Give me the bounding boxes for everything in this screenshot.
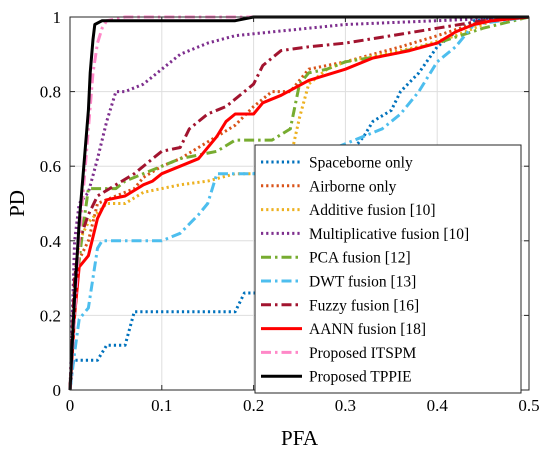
- series-line-spaceborne-only: [68, 15, 530, 391]
- legend-label-proposed-itspm: Proposed ITSPM: [309, 345, 416, 362]
- x-tick-label: 0.3: [335, 396, 356, 415]
- series-line-multiplicative-fusion-10: [68, 15, 530, 391]
- legend-label-multiplicative-fusion-10: Multiplicative fusion [10]: [309, 226, 469, 243]
- y-tick-label: 1: [53, 8, 62, 27]
- legend-label-additive-fusion-10: Additive fusion [10]: [309, 202, 436, 219]
- series-line-pca-fusion-12: [68, 15, 530, 391]
- x-tick-label: 0: [66, 396, 75, 415]
- series-line-aann-fusion-18: [68, 15, 530, 391]
- series-line-dwt-fusion-13: [68, 15, 530, 391]
- y-axis-label: PD: [5, 190, 29, 217]
- y-tick-label: 0: [53, 381, 62, 400]
- y-tick-label: 0.2: [40, 306, 61, 325]
- legend-label-dwt-fusion-13: DWT fusion [13]: [309, 274, 416, 291]
- x-tick-label: 0.4: [427, 396, 449, 415]
- y-tick-label: 0.8: [40, 83, 61, 102]
- legend-label-aann-fusion-18: AANN fusion [18]: [309, 321, 426, 338]
- legend: Spaceborne only Airborne only Additive fus…: [254, 144, 522, 394]
- x-tick-label: 0.1: [151, 396, 172, 415]
- axis-ticks: 0 0.1 0.2 0.3 0.4 0.5 0 0.2 0.4 0.6 0.8 1: [40, 8, 540, 415]
- series-line-fuzzy-fusion-16: [68, 15, 530, 391]
- x-tick-label: 0.5: [518, 396, 539, 415]
- legend-label-spaceborne-only: Spaceborne only: [309, 155, 413, 172]
- x-tick-label: 0.2: [243, 396, 264, 415]
- y-tick-label: 0.6: [40, 157, 61, 176]
- legend-label-proposed-tppie: Proposed TPPIE: [309, 369, 412, 386]
- legend-label-airborne-only: Airborne only: [309, 178, 397, 195]
- y-tick-label: 0.4: [40, 232, 62, 251]
- x-axis-label: PFA: [281, 426, 319, 450]
- series-layer: [68, 15, 530, 391]
- legend-label-fuzzy-fusion-16: Fuzzy fusion [16]: [309, 297, 419, 314]
- legend-label-pca-fusion-12: PCA fusion [12]: [309, 250, 411, 267]
- series-line-proposed-tppie: [68, 15, 529, 391]
